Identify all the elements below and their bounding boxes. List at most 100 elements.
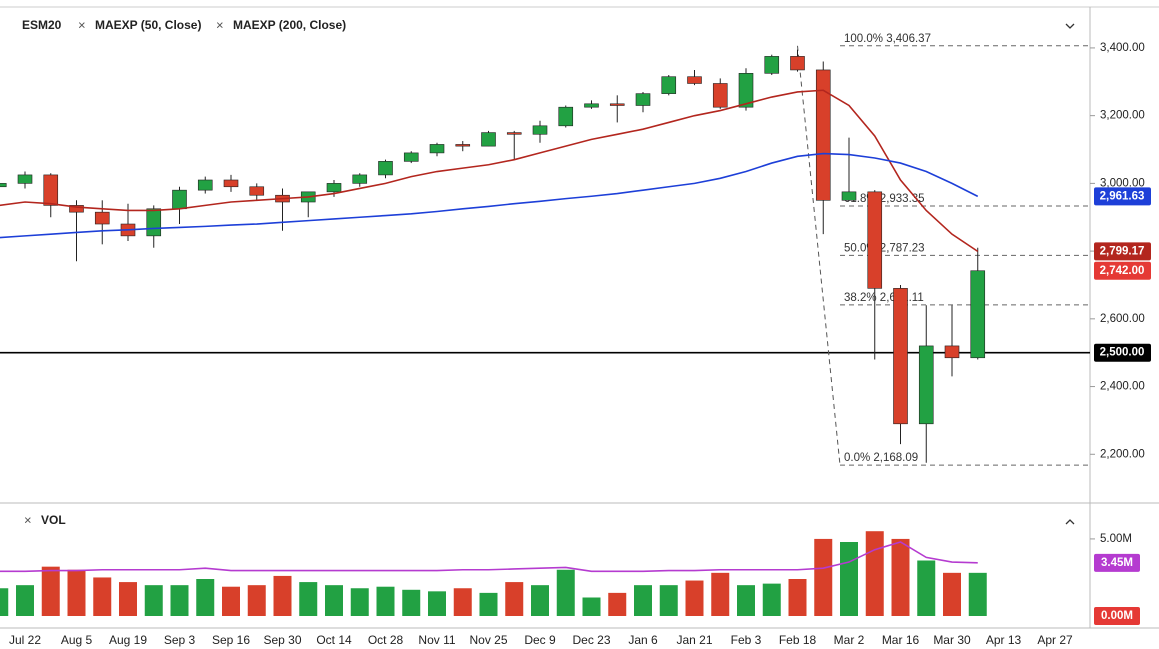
x-tick-label: Sep 16 [212,633,250,647]
price-marker [1094,343,1151,362]
y-tick-label: 3,000.00 [1100,177,1145,189]
x-tick-label: Nov 11 [418,633,455,647]
candle-body [918,345,934,425]
candle-body [403,152,419,162]
candle-body [352,174,368,184]
volume-bar [41,566,60,616]
y-tick-label: 3,400.00 [1100,42,1145,54]
candle-body [17,174,33,184]
candle-body [481,132,496,147]
remove-icon[interactable]: × [78,17,86,32]
candle-body [146,208,162,237]
volume-bar [659,585,678,616]
y-tick-label: 2,200.00 [1100,448,1145,460]
collapse-icon[interactable] [1065,23,1075,29]
candle-body [635,93,651,106]
candle-body [429,144,445,154]
volume-bar [608,592,627,616]
x-tick-label: Oct 14 [316,633,352,647]
y-tick-label: 2,600.00 [1100,313,1145,325]
volume-bar [325,585,343,616]
moving-average [0,89,979,253]
price-marker-label: 2,799.17 [1100,245,1145,257]
x-tick-label: Jan 21 [676,633,712,647]
volume-bar [531,585,549,616]
fib-label: 100.0% 3,406.37 [844,33,931,45]
price-marker [1094,187,1151,206]
volume-bar [582,597,601,616]
volume-bar [943,572,961,616]
fib-label: 38.2% 2,641.11 [844,292,924,304]
volume-marker [1094,607,1140,625]
x-tick-label: Sep 30 [263,633,301,647]
remove-icon[interactable]: × [216,17,224,32]
volume-bar [737,585,755,616]
volume-bar [479,592,498,616]
volume-bar [788,579,807,616]
candle-body [249,186,265,196]
candle-body [69,205,84,213]
volume-bar [814,538,833,616]
price-marker [1094,242,1151,261]
fib-label: 61.8% 2,933.35 [844,193,925,205]
candle-body [94,211,110,225]
x-tick-label: Feb 18 [779,633,817,647]
volume-bar [762,583,781,616]
candle-body [584,103,599,108]
volume-average [0,541,978,573]
remove-icon[interactable]: × [24,512,32,527]
volume-bar [273,575,292,616]
volume-bar [0,588,9,616]
volume-bar [968,572,987,616]
volume-bar [350,588,369,616]
volume-marker-label: 3.45M [1101,557,1133,569]
volume-bar [634,585,652,616]
y-tick-label: 2,400.00 [1100,381,1145,393]
volume-bar [505,582,524,616]
volume-bar [93,577,112,616]
volume-bar [840,542,858,616]
volume-marker-label: 0.00M [1101,610,1133,622]
x-tick-label: Aug 5 [61,633,93,647]
x-tick-label: Mar 30 [933,633,971,647]
volume-bar [428,591,446,616]
volume-bar [222,586,240,616]
legend-entry: MAEXP (50, Close) [95,18,201,32]
candle-body [841,191,857,201]
x-tick-label: Feb 3 [731,633,762,647]
candle-body [197,179,213,191]
x-tick-label: Dec 23 [572,633,610,647]
x-tick-label: Apr 27 [1037,633,1073,647]
candle-body [506,132,522,135]
candle-body [712,83,728,108]
candle-body [815,69,831,201]
candle-body [764,56,780,74]
fib-label: 0.0% 2,168.09 [844,452,918,464]
candle-body [172,189,187,210]
volume-bar [16,585,34,616]
candle-body [687,76,702,84]
candle-body [43,174,59,206]
volume-bar [711,572,730,616]
candle-body [661,76,677,94]
volume-bar [685,580,704,616]
price-marker-label: 2,961.63 [1100,190,1145,202]
candle-body [558,106,574,127]
symbol: ESM20 [22,18,62,32]
x-tick-label: Oct 28 [368,633,404,647]
y-tick-label: 3,200.00 [1100,110,1145,122]
legend-entry: MAEXP (200, Close) [233,18,346,32]
volume-bar [376,586,395,616]
price-marker-label: 2,742.00 [1100,265,1145,277]
collapse-icon[interactable] [1065,519,1075,525]
volume-bar [170,585,189,616]
volume-bar [196,579,215,616]
volume-title: VOL [41,513,66,527]
moving-average [0,152,979,239]
candle-body [0,183,7,188]
x-tick-label: Dec 9 [524,633,556,647]
volume-bar [891,538,910,616]
volume-marker [1094,553,1140,572]
y-tick-label: 5.00M [1100,533,1132,545]
